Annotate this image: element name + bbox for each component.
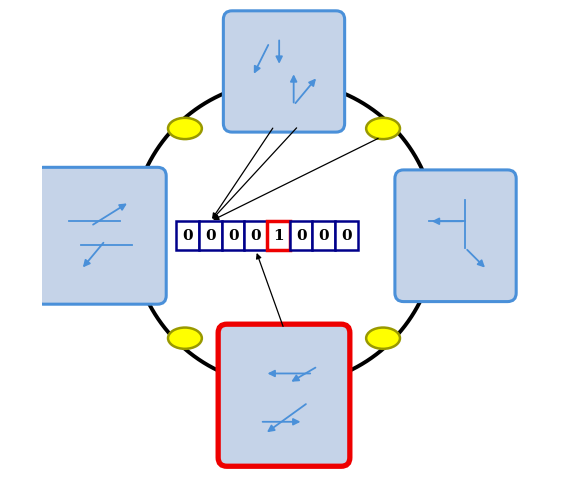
Text: 0: 0 <box>250 229 261 243</box>
Text: 0: 0 <box>182 229 193 243</box>
FancyBboxPatch shape <box>395 170 516 302</box>
Bar <box>290 221 312 250</box>
FancyBboxPatch shape <box>35 167 166 304</box>
Bar <box>244 221 267 250</box>
Ellipse shape <box>366 118 400 139</box>
Text: 0: 0 <box>205 229 216 243</box>
Bar <box>177 221 199 250</box>
Bar <box>312 221 335 250</box>
Bar <box>335 221 358 250</box>
FancyBboxPatch shape <box>223 11 345 132</box>
Ellipse shape <box>366 328 400 349</box>
Ellipse shape <box>168 328 202 349</box>
Text: 0: 0 <box>296 229 306 243</box>
Bar <box>267 221 290 250</box>
Text: 0: 0 <box>341 229 352 243</box>
Text: 0: 0 <box>319 229 329 243</box>
Bar <box>199 221 222 250</box>
Text: 1: 1 <box>273 229 284 243</box>
FancyBboxPatch shape <box>218 324 350 466</box>
Ellipse shape <box>168 118 202 139</box>
Text: 0: 0 <box>228 229 239 243</box>
Bar <box>222 221 244 250</box>
